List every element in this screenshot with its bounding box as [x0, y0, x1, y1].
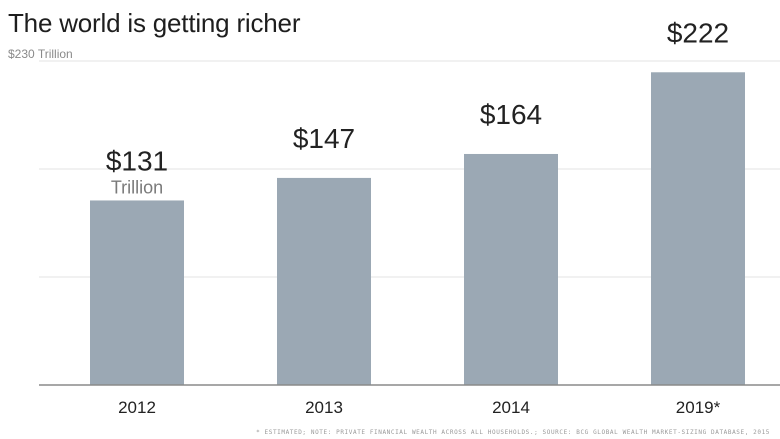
- unit-label: Trillion: [111, 177, 163, 197]
- category-label: 2012: [118, 398, 156, 417]
- bar-2019: [651, 72, 745, 385]
- y-axis-top-label: $230 Trillion: [8, 47, 73, 61]
- bar-2014: [464, 153, 558, 385]
- bar-2012: [90, 200, 184, 385]
- bar-2013: [277, 177, 371, 385]
- category-label: 2019*: [676, 398, 721, 417]
- value-label: $164: [480, 99, 542, 130]
- value-label: $147: [293, 123, 355, 154]
- value-label: $222: [667, 17, 729, 48]
- chart-title: The world is getting richer: [8, 8, 301, 38]
- category-label: 2014: [492, 398, 530, 417]
- category-label: 2013: [305, 398, 343, 417]
- value-label: $131: [106, 145, 168, 176]
- chart-footnote: * ESTIMATED; NOTE: PRIVATE FINANCIAL WEA…: [256, 429, 770, 436]
